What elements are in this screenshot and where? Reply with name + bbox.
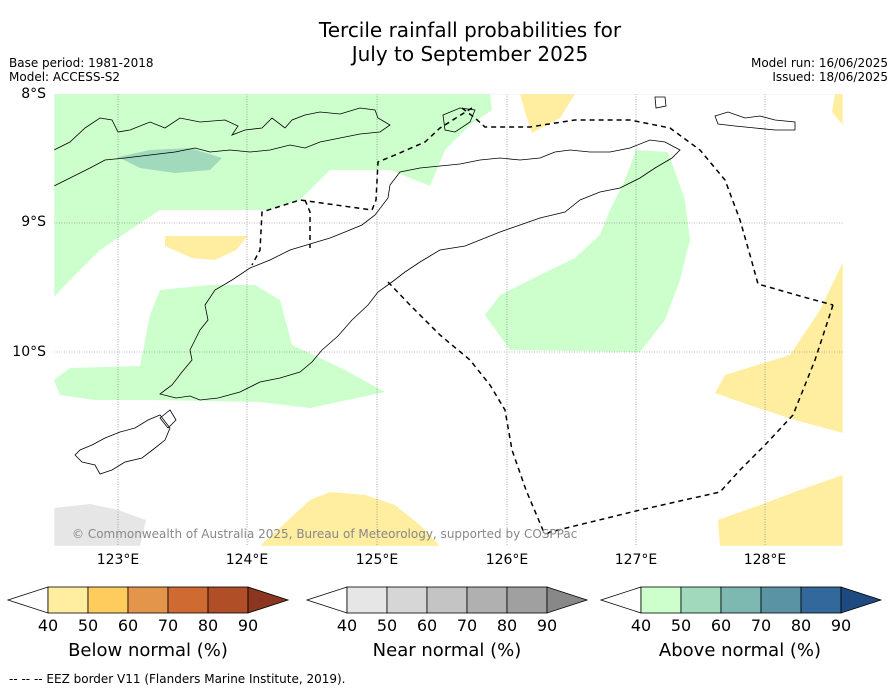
colorbar-segment: [680, 586, 722, 614]
meta-right: Model run: 16/06/2025 Issued: 18/06/2025: [751, 56, 888, 84]
above-normal-region-south: [54, 285, 385, 408]
eez-footer-note: -- -- -- EEZ border V11 (Flanders Marine…: [9, 672, 346, 686]
below-normal-region-east: [715, 262, 843, 433]
above-normal-region-north: [54, 94, 492, 297]
colorbar-extend-high: [840, 586, 883, 614]
above-normal-dark-patch: [118, 148, 222, 173]
coastline-timor: [159, 139, 681, 401]
coastline-small-island-1: [654, 96, 667, 109]
colorbar-above-normal: [599, 586, 883, 614]
above-normal-region-east: [485, 150, 690, 352]
copyright-text: © Commonwealth of Australia 2025, Bureau…: [72, 527, 578, 541]
gridlines: [54, 94, 843, 546]
lon-label-123e: 123°E: [96, 552, 140, 568]
colorbar-extend-high: [247, 586, 290, 614]
base-period-text: Base period: 1981-2018: [9, 56, 154, 70]
colorbar-tick-label: 40: [630, 616, 652, 635]
below-normal-region-west: [165, 236, 248, 260]
colorbar-tick-label: 50: [77, 616, 99, 635]
colorbar-tick-label: 40: [336, 616, 358, 635]
colorbar-tick-label: 80: [197, 616, 219, 635]
colorbar-tick-label: 60: [710, 616, 732, 635]
colorbar-title-near: Near normal (%): [372, 640, 522, 661]
title-line-2: July to September 2025: [351, 42, 589, 66]
colorbar-segment: [506, 586, 548, 614]
colorbar-segment: [346, 586, 388, 614]
colorbars: [6, 586, 883, 614]
lat-label-9s: 9°S: [21, 214, 46, 230]
below-normal-region-ne-edge: [832, 94, 843, 125]
map-title: Tercile rainfall probabilities for July …: [0, 18, 896, 66]
model-run-text: Model run: 16/06/2025: [750, 56, 888, 70]
colorbar-tick-label: 70: [750, 616, 772, 635]
colorbar-segment: [426, 586, 468, 614]
colorbar-tick-label: 90: [237, 616, 259, 635]
lon-label-127e: 127°E: [614, 552, 658, 568]
colorbar-segment: [47, 586, 89, 614]
below-normal-region-se: [718, 475, 843, 546]
colorbar-segment: [207, 586, 249, 614]
title-line-1: Tercile rainfall probabilities for: [318, 18, 622, 42]
coastline-semau: [159, 409, 177, 429]
colorbar-segment: [800, 586, 842, 614]
lat-label-8s: 8°S: [21, 86, 46, 102]
colorbar-segment: [87, 586, 129, 614]
colorbar-extend-low: [599, 586, 642, 614]
lon-label-125e: 125°E: [355, 552, 399, 568]
colorbar-tick-label: 80: [496, 616, 518, 635]
colorbar-tick-label: 90: [536, 616, 558, 635]
colorbar-tick-label: 70: [157, 616, 179, 635]
coastline-wetar: [714, 111, 796, 131]
coastline-roti: [74, 414, 171, 475]
map-frame: [53, 93, 844, 547]
colorbar-title-below: Below normal (%): [68, 640, 228, 661]
issued-text: Issued: 18/06/2025: [772, 70, 888, 84]
below-normal-region-ne: [520, 94, 575, 133]
colorbar-segment: [720, 586, 762, 614]
near-normal-region-sw: [54, 504, 146, 546]
colorbar-segment: [760, 586, 802, 614]
colorbar-segment: [167, 586, 209, 614]
coastline-alor: [442, 107, 476, 133]
colorbar-tick-label: 80: [790, 616, 812, 635]
eez-border: [251, 107, 834, 536]
lon-label-124e: 124°E: [225, 552, 269, 568]
below-normal-region-south: [260, 492, 440, 546]
colorbar-tick-label: 60: [416, 616, 438, 635]
colorbar-segment: [127, 586, 169, 614]
lat-label-10s: 10°S: [12, 344, 46, 360]
coastlines: [54, 96, 796, 475]
colorbar-segment: [640, 586, 682, 614]
colorbar-near-normal: [305, 586, 589, 614]
lon-label-126e: 126°E: [485, 552, 529, 568]
meta-left: Base period: 1981-2018 Model: ACCESS-S2: [9, 56, 154, 84]
colorbar-extend-low: [6, 586, 49, 614]
coastline-flores-chain: [54, 107, 391, 187]
colorbar-tick-label: 60: [117, 616, 139, 635]
colorbar-tick-label: 90: [830, 616, 852, 635]
lon-label-128e: 128°E: [743, 552, 787, 568]
colorbar-segment: [386, 586, 428, 614]
colorbar-segment: [466, 586, 508, 614]
model-text: Model: ACCESS-S2: [9, 70, 121, 84]
colorbar-below-normal: [6, 586, 290, 614]
map-area: [54, 94, 843, 546]
colorbar-tick-label: 50: [670, 616, 692, 635]
colorbar-tick-label: 50: [376, 616, 398, 635]
colorbar-tick-label: 70: [456, 616, 478, 635]
colorbar-extend-high: [546, 586, 589, 614]
colorbar-tick-label: 40: [37, 616, 59, 635]
colorbar-extend-low: [305, 586, 348, 614]
colorbar-title-above: Above normal (%): [658, 640, 822, 661]
